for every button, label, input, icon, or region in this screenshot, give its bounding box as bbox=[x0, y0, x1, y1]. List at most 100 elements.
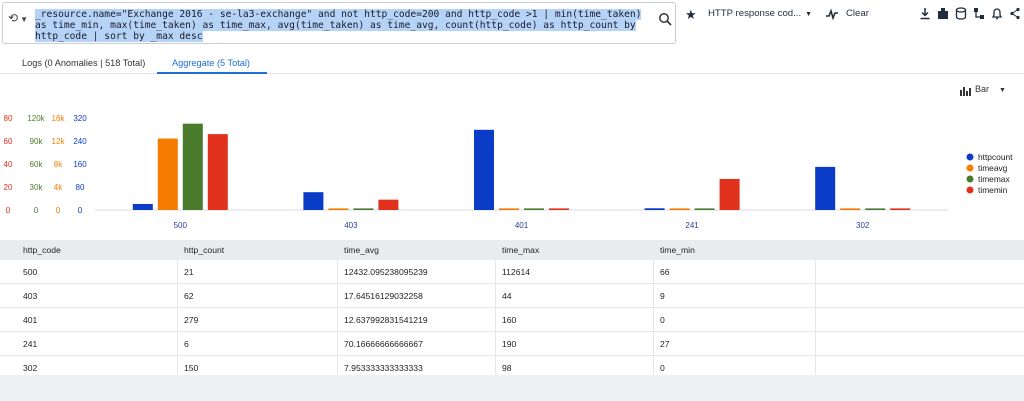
query-text[interactable]: _resource.name="Exchange 2016 - se-la3-e… bbox=[35, 9, 653, 42]
table-row[interactable]: 403 62 17.64516129032258 44 9 bbox=[0, 284, 1024, 308]
hierarchy-icon[interactable] bbox=[973, 7, 985, 20]
legend-marker-timemax bbox=[966, 175, 974, 183]
table-cell: 302 bbox=[0, 356, 178, 380]
legend-marker-timemin bbox=[966, 186, 974, 194]
bar-timemax-403 bbox=[353, 208, 374, 210]
y-axis-tick-label: 80 bbox=[4, 114, 13, 123]
y-axis-tick-label: 240 bbox=[73, 137, 87, 146]
table-cell: 27 bbox=[654, 332, 816, 355]
table-cell: 17.64516129032258 bbox=[338, 284, 496, 307]
query-toolbar: ⟲ ▼ _resource.name="Exchange 2016 - se-la… bbox=[0, 0, 1024, 48]
y-axis-tick-label: 16k bbox=[52, 114, 66, 123]
column-header-http-code[interactable]: http_code bbox=[23, 245, 61, 255]
table-row[interactable]: 241 6 70.16666666666667 190 27 bbox=[0, 332, 1024, 356]
tab-aggregate[interactable]: Aggregate (5 Total) bbox=[172, 58, 250, 68]
y-axis-tick-label: 60 bbox=[4, 137, 13, 146]
bar-timemin-500 bbox=[207, 134, 228, 210]
x-axis-tick-label: 403 bbox=[344, 221, 358, 230]
table-cell: 190 bbox=[496, 332, 654, 355]
bar-timeavg-241 bbox=[669, 208, 690, 210]
table-cell: 70.16666666666667 bbox=[338, 332, 496, 355]
table-cell: 7.953333333333333 bbox=[338, 356, 496, 380]
table-cell: 12.637992831541219 bbox=[338, 308, 496, 331]
table-cell: 0 bbox=[654, 308, 816, 331]
legend-marker-httpcount bbox=[966, 153, 974, 161]
x-axis-tick-label: 500 bbox=[174, 221, 188, 230]
y-axis-tick-label: 8k bbox=[54, 160, 63, 169]
chevron-down-icon: ▼ bbox=[805, 11, 813, 18]
plugin-icon[interactable] bbox=[937, 7, 949, 20]
table-cell: 401 bbox=[0, 308, 178, 331]
bar-timeavg-403 bbox=[328, 208, 349, 210]
table-header-row: http_code http_count time_avg time_max t… bbox=[0, 240, 1024, 260]
y-axis-tick-label: 40 bbox=[4, 160, 13, 169]
bar-timemax-302 bbox=[865, 208, 886, 210]
column-header-time-avg[interactable]: time_avg bbox=[344, 245, 379, 255]
table-cell: 62 bbox=[178, 284, 338, 307]
history-dropdown[interactable]: ⟲ ▼ bbox=[8, 11, 30, 25]
y-axis-tick-label: 20 bbox=[4, 183, 13, 192]
bar-timemin-403 bbox=[378, 199, 399, 210]
chart-canvas: 80 60 40 20 0 120k 90k 60k 30k 0 16k 12k 8k 4k 0 320 240… bbox=[4, 114, 1014, 230]
bar-timemin-302 bbox=[890, 208, 911, 210]
chart-type-selector[interactable]: Bar ▼ bbox=[958, 84, 1006, 94]
table-cell: 160 bbox=[496, 308, 654, 331]
table-cell: 279 bbox=[178, 308, 338, 331]
legend-label-timeavg: timeavg bbox=[978, 163, 1008, 173]
column-header-http-count[interactable]: http_count bbox=[184, 245, 225, 255]
bar-timeavg-500 bbox=[157, 138, 178, 210]
table-cell: 44 bbox=[496, 284, 654, 307]
bar-httpcount-401 bbox=[474, 129, 494, 210]
table-cell: 150 bbox=[178, 356, 338, 380]
legend-label-httpcount: httpcount bbox=[978, 152, 1013, 162]
bar-timemax-241 bbox=[694, 208, 715, 210]
column-header-time-max[interactable]: time_max bbox=[502, 245, 540, 255]
x-axis-tick-label: 401 bbox=[515, 221, 529, 230]
table-row[interactable]: 401 279 12.637992831541219 160 0 bbox=[0, 308, 1024, 332]
bar-timemax-500 bbox=[182, 123, 203, 210]
alert-bell-icon[interactable] bbox=[991, 7, 1003, 20]
table-cell: 0 bbox=[654, 356, 816, 380]
query-text-value: _resource.name="Exchange 2016 - se-la3-e… bbox=[35, 9, 642, 42]
table-cell: 500 bbox=[0, 260, 178, 283]
star-icon[interactable]: ★ bbox=[685, 7, 697, 22]
y-axis-tick-label: 160 bbox=[73, 160, 87, 169]
share-icon[interactable] bbox=[1009, 7, 1021, 20]
x-axis-tick-label: 241 bbox=[685, 221, 699, 230]
y-axis-tick-label: 0 bbox=[56, 206, 61, 215]
y-axis-tick-label: 4k bbox=[54, 183, 63, 192]
bar-httpcount-241 bbox=[644, 208, 665, 210]
table-cell: 12432.095238095239 bbox=[338, 260, 496, 283]
table-cell: 21 bbox=[178, 260, 338, 283]
pulse-icon bbox=[826, 8, 838, 20]
query-input[interactable]: ⟲ ▼ _resource.name="Exchange 2016 - se-la… bbox=[2, 2, 676, 44]
y-axis-tick-label: 80 bbox=[76, 183, 85, 192]
results-table: http_code http_count time_avg time_max t… bbox=[0, 240, 1024, 381]
database-icon[interactable] bbox=[955, 7, 967, 20]
saved-search-dropdown[interactable]: HTTP response cod... ▼ bbox=[708, 8, 812, 19]
chevron-down-icon: ▼ bbox=[20, 15, 28, 24]
tab-logs[interactable]: Logs (0 Anomalies | 518 Total) bbox=[22, 58, 146, 68]
clear-button[interactable]: Clear bbox=[846, 8, 869, 19]
column-header-time-min[interactable]: time_min bbox=[660, 245, 695, 255]
bar-timeavg-401 bbox=[499, 208, 519, 210]
y-axis-tick-label: 0 bbox=[6, 206, 11, 215]
bar-httpcount-403 bbox=[303, 192, 324, 210]
download-icon[interactable] bbox=[919, 7, 931, 20]
search-icon[interactable] bbox=[658, 12, 672, 26]
table-footer bbox=[0, 375, 1024, 401]
bar-timeavg-302 bbox=[840, 208, 861, 210]
y-axis-tick-label: 90k bbox=[30, 137, 44, 146]
table-row[interactable]: 500 21 12432.095238095239 112614 66 bbox=[0, 260, 1024, 284]
y-axis-tick-label: 60k bbox=[30, 160, 44, 169]
active-tab-indicator bbox=[157, 72, 267, 74]
history-icon: ⟲ bbox=[8, 11, 19, 25]
bar-httpcount-500 bbox=[132, 203, 153, 210]
x-axis-tick-label: 302 bbox=[856, 221, 870, 230]
bar-timemax-401 bbox=[524, 208, 544, 210]
table-cell: 112614 bbox=[496, 260, 654, 283]
table-cell: 9 bbox=[654, 284, 816, 307]
chart-type-label: Bar bbox=[975, 84, 990, 94]
result-tabs: Logs (0 Anomalies | 518 Total) Aggregate… bbox=[0, 52, 1024, 74]
bar-timemin-241 bbox=[719, 178, 740, 210]
